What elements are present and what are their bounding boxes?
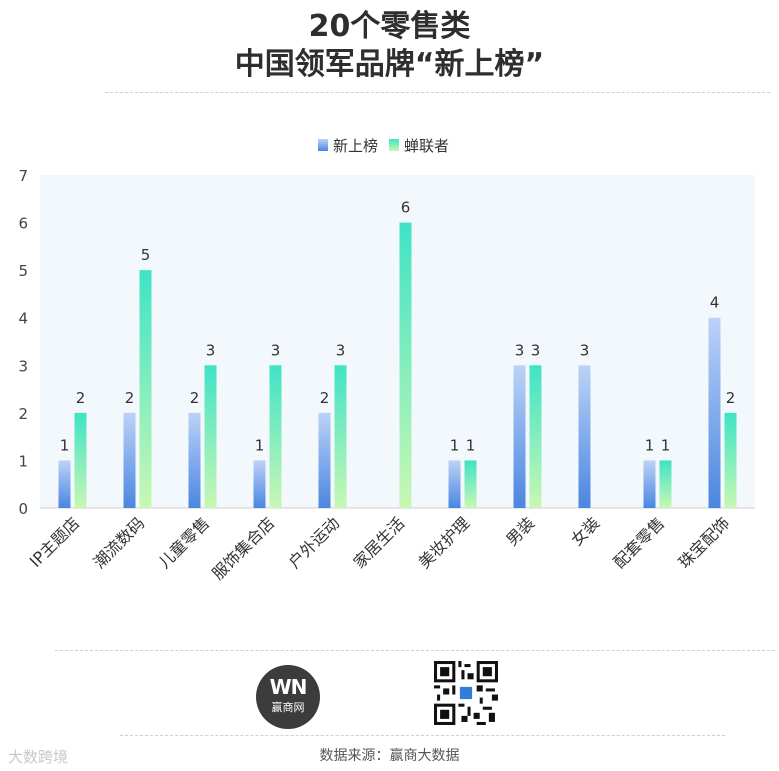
data-source: 数据来源：赢商大数据 (319, 748, 460, 764)
legend-label: 蝉联者 (404, 137, 449, 155)
bar-new (643, 460, 656, 508)
footer-divider-bottom (120, 735, 725, 736)
x-tick-label: 女装 (567, 513, 603, 549)
bar-value-label: 1 (450, 436, 460, 454)
bar-value-label: 2 (76, 389, 86, 407)
bar-value-label: 2 (125, 389, 135, 407)
bar-value-label: 3 (515, 341, 525, 359)
bar-value-label: 3 (206, 341, 216, 359)
bar-value-label: 1 (661, 436, 671, 454)
x-tick-label: 珠宝配饰 (675, 513, 734, 572)
legend: 新上榜 蝉联者 (318, 137, 449, 155)
y-tick-label: 3 (18, 357, 28, 375)
watermark: 大数跨境 (8, 748, 69, 766)
bar-value-label: 3 (580, 341, 590, 359)
legend-label: 新上榜 (333, 137, 378, 155)
bar-retained (464, 460, 477, 508)
bar-value-label: 1 (60, 436, 70, 454)
logo-name: 赢商网 (271, 701, 305, 714)
bar-retained (269, 365, 282, 508)
x-tick-label: 男装 (502, 513, 538, 549)
bar-value-label: 2 (190, 389, 200, 407)
bar-new (123, 412, 136, 508)
x-tick-label: 美妆护理 (415, 513, 474, 572)
y-tick-label: 6 (18, 215, 28, 233)
bar-retained (334, 365, 347, 508)
chart-title: 20个零售类 中国领军品牌“新上榜” (0, 8, 779, 84)
bar-retained (399, 222, 412, 509)
y-tick-label: 2 (18, 405, 28, 423)
bar-value-label: 1 (466, 436, 476, 454)
bar-retained (724, 412, 737, 508)
x-tick-label: 家居生活 (350, 513, 409, 572)
bar-new (708, 317, 721, 508)
x-tick-label: IP主题店 (26, 513, 84, 571)
bar-value-label: 3 (531, 341, 541, 359)
y-tick-label: 5 (18, 262, 28, 280)
bar-value-label: 6 (401, 199, 411, 217)
title-divider (105, 92, 770, 93)
x-tick-label: 户外运动 (285, 513, 344, 572)
y-axis: 0 1 2 3 4 5 6 7 (18, 167, 755, 518)
bar-value-label: 5 (141, 246, 151, 264)
bar-value-label: 3 (336, 341, 346, 359)
x-tick-label: 配套零售 (610, 513, 669, 572)
bar-retained (659, 460, 672, 508)
bar-value-label: 1 (255, 436, 265, 454)
title-line-1: 20个零售类 (308, 9, 471, 44)
x-tick-label: 儿童零售 (155, 513, 214, 572)
qr-code-icon (434, 661, 498, 725)
bar-value-label: 1 (645, 436, 655, 454)
bar-new (578, 365, 591, 508)
footer-divider-top (55, 650, 775, 651)
x-tick-label: 服饰集合店 (208, 513, 278, 583)
bar-value-label: 3 (271, 341, 281, 359)
plot-background (40, 175, 755, 508)
y-tick-label: 1 (18, 452, 28, 470)
bar-value-label: 2 (726, 389, 736, 407)
bar-new (513, 365, 526, 508)
bar-value-label: 2 (320, 389, 330, 407)
bar-retained (139, 270, 152, 508)
y-tick-label: 7 (18, 167, 28, 185)
bar-new (188, 412, 201, 508)
bar-value-label: 4 (710, 294, 720, 312)
bar-new (253, 460, 266, 508)
bar-new (318, 412, 331, 508)
y-tick-label: 0 (18, 500, 28, 518)
legend-swatch (389, 139, 399, 151)
title-line-2: 中国领军品牌“新上榜” (234, 47, 545, 82)
legend-swatch (318, 139, 328, 151)
logo-mark: WN (269, 675, 308, 699)
y-tick-label: 4 (18, 310, 28, 328)
bar-new (58, 460, 71, 508)
bar-retained (74, 412, 87, 508)
x-tick-label: 潮流数码 (90, 513, 149, 572)
bar-retained (204, 365, 217, 508)
bar-retained (529, 365, 542, 508)
bar-new (448, 460, 461, 508)
yingshang-logo: WN 赢商网 (256, 665, 320, 729)
